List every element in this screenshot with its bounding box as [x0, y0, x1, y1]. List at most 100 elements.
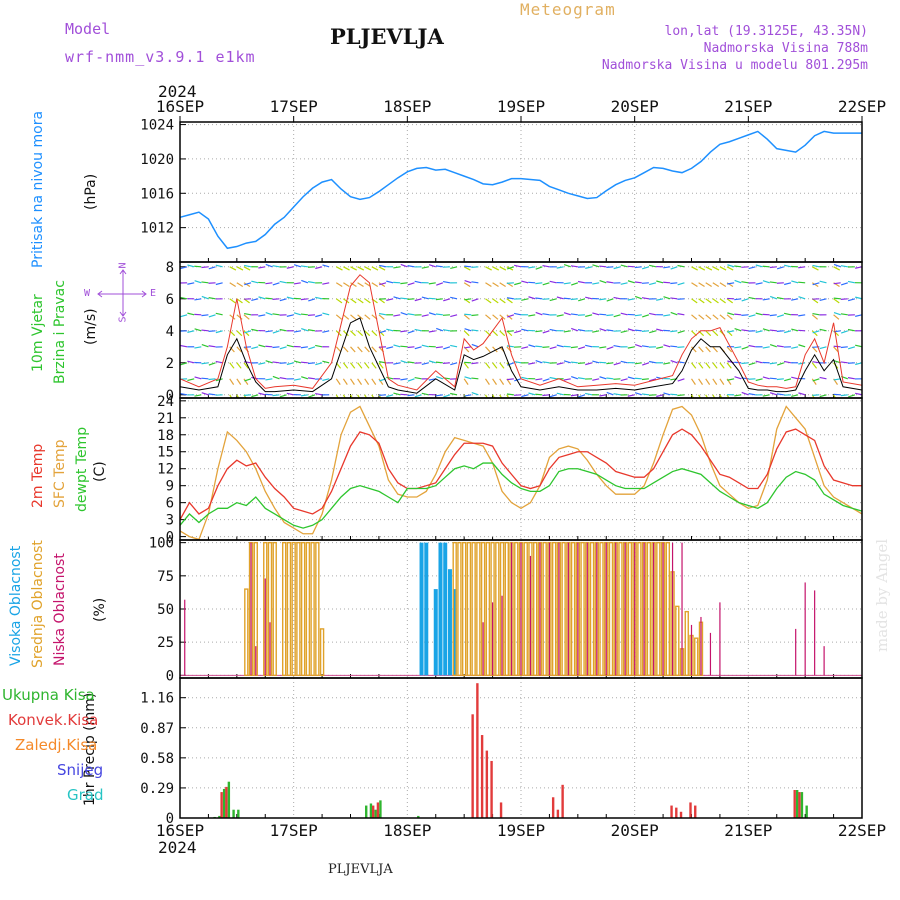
wind-arrow: [194, 280, 202, 284]
wind-arrow: [698, 378, 704, 385]
precip-total-bar: [805, 805, 808, 818]
wind-arrow: [350, 346, 356, 353]
wind-arrow: [691, 362, 697, 369]
legend-graupel: Grad: [67, 786, 104, 804]
wind-arrow: [571, 327, 579, 332]
wind-arrow: [343, 298, 350, 304]
wind-arrow: [556, 266, 564, 269]
wind-arrow: [649, 330, 657, 334]
wind-arrow: [727, 312, 735, 316]
wind-arrow: [386, 328, 394, 332]
wind-arrow: [506, 378, 514, 381]
wind-arrow: [727, 330, 735, 333]
wind-arrow: [428, 330, 436, 333]
wind-arrow: [712, 362, 718, 369]
wind-arrow: [776, 378, 784, 381]
cloud-mid-bar: [480, 541, 486, 677]
wind-arrow: [649, 264, 657, 268]
wind-arrow: [244, 361, 252, 364]
wind-arrow: [634, 266, 642, 269]
cloud-low-bar: [615, 542, 617, 676]
cloud-mid-bar: [646, 541, 652, 677]
wind-arrow: [812, 394, 820, 397]
wind-arrow: [428, 360, 436, 364]
cloud-low-bar: [719, 602, 721, 676]
wind-arrow: [855, 344, 862, 348]
wind-arrow: [265, 297, 273, 300]
wind-arrow: [649, 282, 657, 286]
precip-convective-bar: [689, 802, 692, 818]
wind-arrow: [798, 392, 806, 396]
wind-arrow: [421, 392, 429, 396]
cloud-mid-bar: [300, 541, 306, 677]
wind-arrow: [364, 362, 370, 369]
wind-arrow: [698, 298, 705, 304]
wind-arrow: [570, 361, 578, 364]
legend-convective-rain: Konvek.Kisa: [8, 711, 99, 729]
wind-arrow: [620, 282, 628, 285]
wind-arrow: [215, 360, 223, 364]
wind-arrow: [492, 378, 497, 385]
wind-arrow: [342, 346, 349, 353]
wind-arrow: [414, 376, 422, 380]
wind-arrow: [691, 314, 698, 320]
wind-arrow: [492, 298, 499, 304]
wind-arrow: [542, 394, 550, 397]
wind-arrow: [748, 296, 756, 300]
precip-tick-label: 0.58: [140, 751, 174, 767]
wind-arrow: [656, 394, 664, 398]
wind-arrow: [769, 266, 777, 269]
wind-arrow: [613, 314, 621, 318]
cloud-mid-bar: [665, 541, 671, 677]
wind-arrow: [386, 298, 394, 301]
cloud-mid-bar: [457, 541, 462, 677]
wind-arrow: [378, 266, 386, 271]
wind-arrow: [840, 330, 848, 334]
wind-arrow: [663, 296, 671, 300]
compass-west: W: [84, 288, 91, 299]
wind-arrow: [506, 330, 514, 333]
cloud-low-bar: [662, 542, 664, 676]
cloud-low-bar: [482, 622, 484, 676]
wind-arrow: [236, 282, 244, 288]
wind-arrow: [719, 362, 725, 369]
wind-arrow: [322, 378, 330, 382]
wind-arrow: [542, 313, 550, 316]
wind-arrow: [471, 266, 479, 269]
wind-arrow: [208, 378, 216, 381]
wind-arrow: [499, 378, 505, 385]
wind-arrow: [784, 264, 792, 268]
wind-arrow: [570, 346, 578, 349]
wind-arrow: [663, 314, 671, 317]
cloud-mid-bar: [286, 541, 292, 677]
wind-arrow: [208, 362, 216, 366]
wind-arrow: [691, 346, 697, 353]
cloud-mid-bar: [296, 541, 301, 677]
wind-tick-label: 2: [166, 356, 174, 372]
wind-arrow: [357, 266, 365, 271]
wind-arrow: [180, 330, 181, 331]
precip-convective-bar: [793, 790, 796, 818]
precip-convective-bar: [561, 784, 564, 818]
wind-arrow: [563, 264, 571, 268]
wind-arrow: [300, 394, 308, 397]
wind-arrow: [776, 393, 784, 396]
wind-arrow: [421, 266, 429, 269]
wind-arrow: [407, 361, 415, 364]
wind-arrow: [535, 297, 543, 300]
wind-arrow: [393, 314, 401, 317]
wind-arrow: [606, 266, 614, 268]
wind-arrow: [726, 362, 732, 369]
wind-arrow: [819, 328, 827, 332]
wind-arrow: [748, 266, 756, 270]
wind-arrow: [677, 282, 685, 286]
cloud-low-bar: [823, 646, 825, 676]
wind-arrow: [463, 378, 469, 385]
wind-arrow: [811, 266, 819, 271]
wind-arrow: [258, 314, 266, 317]
wind-arrow: [208, 345, 216, 348]
wind-arrow: [521, 328, 529, 332]
wind-arrow: [215, 264, 223, 268]
cloud-mid-bar: [267, 541, 273, 677]
wind-arrow: [463, 314, 470, 320]
